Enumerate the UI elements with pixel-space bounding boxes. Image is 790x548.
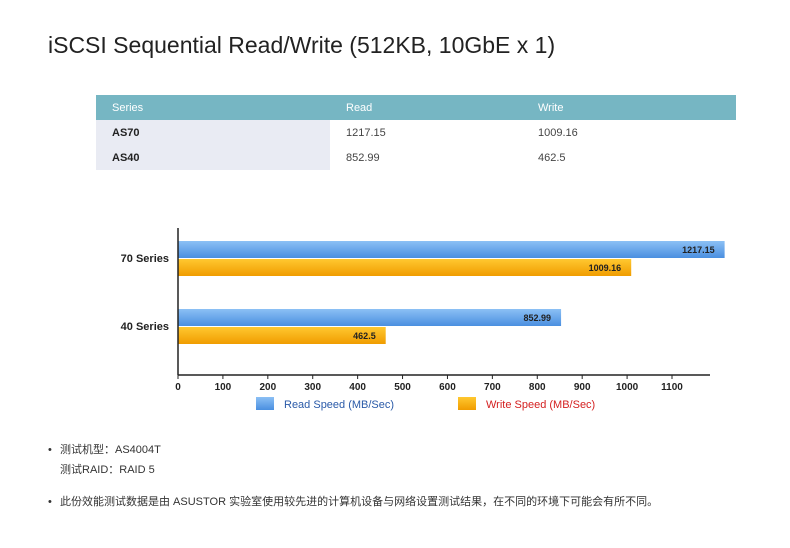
x-tick-label: 1000 [616, 382, 639, 393]
legend-swatch-read [256, 397, 274, 410]
x-tick-label: 600 [439, 382, 456, 393]
row-read-cell: 1217.15 [346, 126, 386, 139]
x-tick-label: 200 [259, 382, 276, 393]
data-label: 1217.15 [682, 245, 715, 255]
note-line: 测试机型：AS4004T [60, 444, 161, 456]
bar-chart: 1217.15 1009.16 852.99 462.5 70 Series 40 Se… [121, 228, 725, 411]
column-header-series: Series [96, 95, 330, 120]
row-series-cell: AS40 [96, 145, 330, 170]
notes: • 测试机型：AS4004T 测试RAID：RAID 5 • 此份效能测试数据是… [48, 440, 658, 512]
table-header-row: Series Read Write [96, 95, 736, 120]
bullet-icon: • [48, 496, 52, 508]
x-tick-label: 100 [215, 382, 232, 393]
category-label: 70 Series [121, 253, 169, 265]
x-tick-label: 300 [304, 382, 321, 393]
row-read-cell: 852.99 [346, 151, 380, 164]
x-tick-label: 400 [349, 382, 366, 393]
table-row: AS40 852.99 462.5 [96, 145, 736, 170]
legend-swatch-write [458, 397, 476, 410]
legend-label: Read Speed (MB/Sec) [284, 399, 394, 411]
x-tick-label: 1100 [661, 382, 683, 393]
note-line: 测试RAID：RAID 5 [60, 464, 155, 476]
table-row: AS70 1217.15 1009.16 [96, 120, 736, 145]
row-write-cell: 462.5 [538, 151, 566, 164]
x-tick-label: 0 [175, 382, 181, 393]
results-table: Series Read Write AS70 1217.15 1009.16 A… [96, 95, 736, 170]
x-tick-label: 500 [394, 382, 411, 393]
note-item: • 此份效能测试数据是由 ASUSTOR 实验室使用较先进的计算机设备与网络设置… [48, 492, 658, 512]
data-label: 852.99 [524, 313, 552, 323]
data-label: 462.5 [353, 331, 376, 341]
read-bar [178, 241, 725, 258]
note-line: 此份效能测试数据是由 ASUSTOR 实验室使用较先进的计算机设备与网络设置测试… [60, 496, 659, 508]
write-bar [178, 327, 386, 344]
legend-label: Write Speed (MB/Sec) [486, 399, 595, 411]
read-bar [178, 309, 562, 326]
x-tick-label: 900 [574, 382, 591, 393]
category-label: 40 Series [121, 321, 169, 333]
write-bar [178, 259, 632, 276]
x-tick-label: 800 [529, 382, 546, 393]
note-item: • 测试机型：AS4004T 测试RAID：RAID 5 [48, 440, 658, 480]
column-header-write: Write [522, 95, 736, 120]
row-series-cell: AS70 [96, 120, 330, 145]
row-write-cell: 1009.16 [538, 126, 578, 139]
column-header-read: Read [330, 95, 522, 120]
x-tick-label: 700 [484, 382, 501, 393]
page-title: iSCSI Sequential Read/Write (512KB, 10Gb… [48, 32, 556, 58]
bullet-icon: • [48, 444, 52, 456]
data-label: 1009.16 [589, 263, 622, 273]
